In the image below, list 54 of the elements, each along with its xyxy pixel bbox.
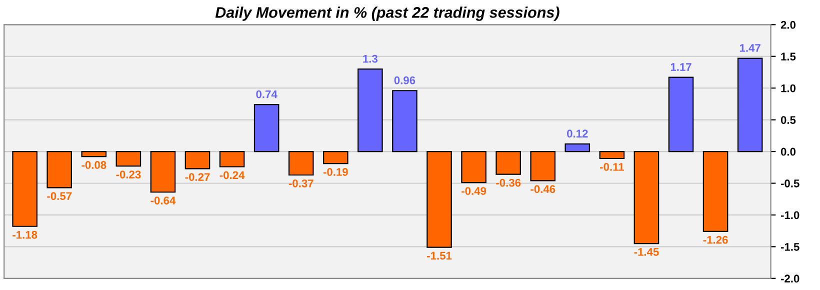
bar <box>737 58 763 152</box>
bar <box>564 143 590 152</box>
data-label: -0.08 <box>82 161 106 169</box>
y-tick-label: 1.0 <box>781 84 796 92</box>
bar <box>12 150 38 227</box>
y-tick-label: -0.5 <box>780 180 800 188</box>
data-label: 1.17 <box>670 63 692 71</box>
bar <box>530 150 556 182</box>
data-label: 1.47 <box>740 44 760 52</box>
data-label: 1.3 <box>363 54 378 63</box>
data-label: -0.24 <box>220 171 245 180</box>
bar <box>323 150 348 164</box>
bar <box>634 150 660 244</box>
y-tick-label: 0.5 <box>780 116 796 124</box>
bar <box>219 150 245 168</box>
data-label: -1.18 <box>12 230 38 239</box>
data-label: -0.27 <box>185 173 210 181</box>
data-label: -1.45 <box>634 248 659 256</box>
bar <box>702 150 728 232</box>
bar <box>496 150 521 175</box>
y-tick-label: -1.0 <box>780 211 800 220</box>
bar <box>599 150 625 160</box>
y-tick-label: -1.5 <box>780 243 800 251</box>
data-label: -0.11 <box>600 162 624 171</box>
bar <box>116 150 142 167</box>
data-label: -0.46 <box>530 185 556 194</box>
bar <box>358 68 383 152</box>
bar <box>392 90 418 152</box>
data-label: -0.57 <box>47 192 72 200</box>
bar <box>184 150 210 170</box>
bar <box>461 150 486 184</box>
data-label: -0.36 <box>496 178 521 187</box>
data-label: 0.96 <box>394 76 416 84</box>
y-tick-label: 2.0 <box>780 20 796 29</box>
data-label: -1.51 <box>427 252 452 260</box>
y-tick-label: 0.0 <box>780 148 796 156</box>
data-label: -0.49 <box>462 187 486 195</box>
bar <box>150 150 176 193</box>
bar <box>254 104 280 152</box>
y-tick-label: -2.0 <box>780 274 800 283</box>
data-label: -0.64 <box>150 196 176 204</box>
bar <box>288 150 314 176</box>
bar <box>46 150 72 188</box>
data-label: -1.26 <box>703 236 728 244</box>
bar <box>668 76 694 152</box>
data-label: -0.19 <box>323 168 348 176</box>
y-tick-label: 1.5 <box>781 52 796 61</box>
data-label: -0.23 <box>116 170 141 178</box>
bar <box>426 150 452 248</box>
data-label: 0.74 <box>256 90 278 98</box>
chart-title: Daily Movement in % (past 22 trading sessions) <box>215 6 560 21</box>
data-label: -0.37 <box>288 179 314 188</box>
bar <box>81 150 107 158</box>
data-label: 0.12 <box>567 130 588 138</box>
